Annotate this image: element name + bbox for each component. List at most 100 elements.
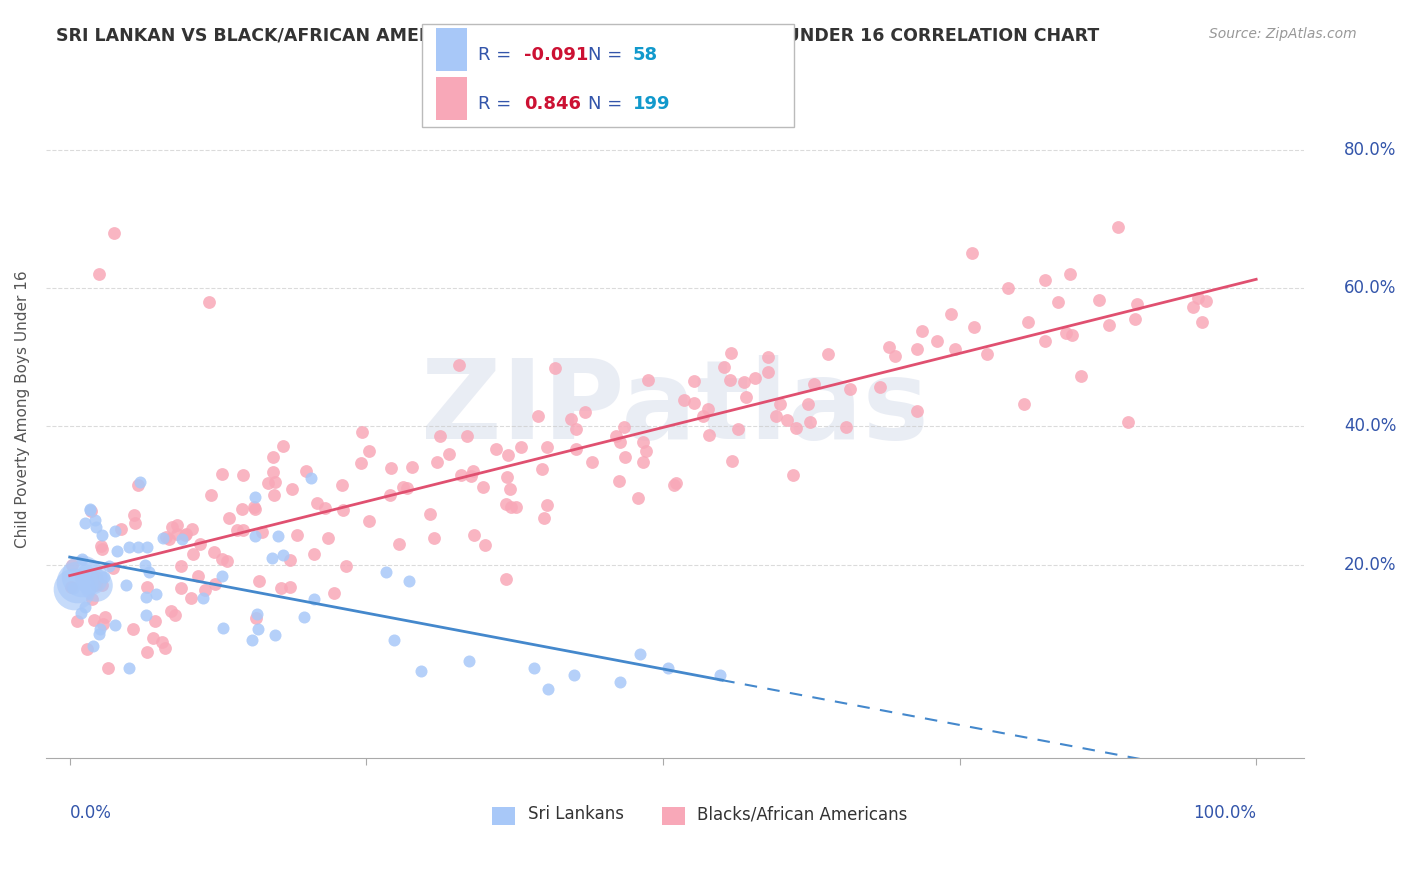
Point xyxy=(87,267,110,281)
Point xyxy=(166,517,188,532)
Point xyxy=(245,611,267,625)
Point xyxy=(496,449,519,463)
Point xyxy=(419,508,441,522)
Point xyxy=(463,464,485,478)
Point xyxy=(160,604,183,618)
Point xyxy=(765,409,787,423)
Point xyxy=(495,497,517,511)
Point xyxy=(613,420,636,434)
Point xyxy=(305,496,328,510)
Point xyxy=(160,519,183,533)
Point xyxy=(605,429,627,443)
Point xyxy=(997,280,1019,294)
Point xyxy=(976,347,998,361)
Point xyxy=(232,524,254,538)
Point xyxy=(426,455,449,469)
Text: 20.0%: 20.0% xyxy=(1344,556,1396,574)
Point xyxy=(246,607,269,622)
Point xyxy=(350,456,373,470)
Point xyxy=(527,409,550,423)
Point xyxy=(142,631,165,645)
Point xyxy=(242,500,264,515)
Point xyxy=(692,409,714,424)
Point xyxy=(709,668,731,682)
Point xyxy=(84,578,107,592)
Point xyxy=(357,443,380,458)
Text: 100.0%: 100.0% xyxy=(1194,804,1256,822)
Point xyxy=(910,324,932,338)
Point xyxy=(83,513,105,527)
Point xyxy=(474,538,496,552)
Point xyxy=(262,466,284,480)
Point xyxy=(86,578,108,592)
Point xyxy=(127,541,149,555)
Point xyxy=(90,539,112,553)
Text: 0.846: 0.846 xyxy=(524,95,582,113)
Point xyxy=(204,576,226,591)
Point xyxy=(240,633,263,648)
Point xyxy=(1070,368,1092,383)
Point xyxy=(411,664,433,678)
Point xyxy=(202,545,225,559)
Point xyxy=(323,586,346,600)
Point xyxy=(869,380,891,394)
Point xyxy=(124,516,146,531)
Point xyxy=(631,455,654,469)
Point xyxy=(460,468,482,483)
Point xyxy=(104,524,127,539)
Point xyxy=(143,615,166,629)
Point xyxy=(564,442,586,456)
Point xyxy=(835,420,858,434)
Point xyxy=(302,592,325,607)
Point xyxy=(382,633,405,648)
Point xyxy=(380,461,402,475)
Point xyxy=(456,428,478,442)
Point xyxy=(127,478,149,492)
Point xyxy=(609,675,631,690)
Point xyxy=(574,405,596,419)
Point xyxy=(350,425,373,440)
Point xyxy=(1126,297,1149,311)
Point xyxy=(941,307,963,321)
Point xyxy=(727,422,749,436)
Point xyxy=(79,502,101,516)
Point xyxy=(91,528,114,542)
Point xyxy=(925,334,948,348)
Point xyxy=(472,480,495,494)
Point xyxy=(211,569,233,583)
Point xyxy=(375,565,398,579)
Point xyxy=(388,537,411,551)
Point xyxy=(782,467,804,482)
Point xyxy=(768,397,790,411)
Point xyxy=(884,349,907,363)
Point xyxy=(314,501,336,516)
Point xyxy=(247,574,270,589)
Point xyxy=(129,475,152,489)
Point xyxy=(134,558,156,572)
Text: -0.091: -0.091 xyxy=(524,45,589,64)
Point xyxy=(122,508,145,522)
Point xyxy=(536,498,558,512)
Point xyxy=(530,461,553,475)
Point xyxy=(145,587,167,601)
Point xyxy=(496,470,519,484)
Text: R =: R = xyxy=(478,45,517,64)
Point xyxy=(271,548,294,562)
Text: Blacks/African Americans: Blacks/African Americans xyxy=(697,805,908,823)
Text: 58: 58 xyxy=(633,45,658,64)
Point xyxy=(721,454,744,468)
Point xyxy=(776,413,799,427)
Point xyxy=(262,450,284,465)
Point xyxy=(138,566,160,580)
Point xyxy=(905,343,928,357)
Point xyxy=(523,661,546,675)
Point xyxy=(682,396,704,410)
Point xyxy=(89,627,111,641)
Point xyxy=(495,572,517,586)
Text: Sri Lankans: Sri Lankans xyxy=(527,805,624,823)
Text: Source: ZipAtlas.com: Source: ZipAtlas.com xyxy=(1209,27,1357,41)
Point xyxy=(79,503,101,517)
Point xyxy=(80,571,103,585)
Point xyxy=(170,558,193,573)
Point xyxy=(80,504,103,518)
